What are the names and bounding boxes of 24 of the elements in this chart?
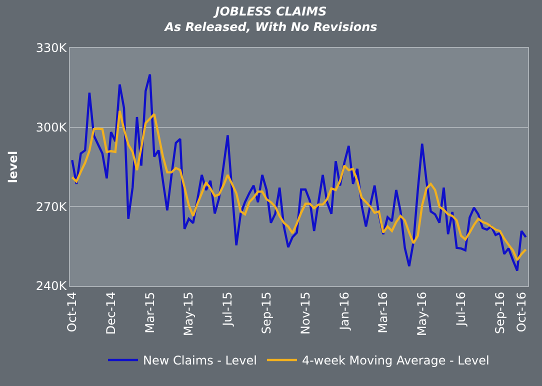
x-tick-label: Mar-16 xyxy=(376,292,390,334)
x-tick-label: Jul-16 xyxy=(454,292,468,327)
x-tick-label: Sep-16 xyxy=(492,292,507,334)
chart-title: JOBLESS CLAIMS xyxy=(213,4,327,18)
x-tick-label: May-15 xyxy=(182,292,196,336)
x-tick-label: Nov-15 xyxy=(298,292,312,335)
y-tick-label: 300K xyxy=(36,120,68,135)
y-axis-title: level xyxy=(6,150,20,184)
x-tick-label: Jul-15 xyxy=(220,292,235,327)
x-tick-label: Oct-16 xyxy=(514,292,528,332)
y-tick-label: 330K xyxy=(36,41,68,56)
x-tick-label: Oct-14 xyxy=(65,292,80,332)
legend-label: New Claims - Level xyxy=(143,354,257,368)
y-tick-label: 270K xyxy=(36,200,68,214)
chart-subtitle: As Released, With No Revisions xyxy=(164,20,378,34)
line-series xyxy=(71,110,527,262)
x-tick-label: Dec-14 xyxy=(104,292,118,335)
line-series xyxy=(71,73,527,272)
x-tick-label: Sep-15 xyxy=(259,292,274,334)
y-tick-label: 240K xyxy=(36,279,68,294)
x-tick-label: May-16 xyxy=(415,292,430,336)
x-tick-label: Mar-15 xyxy=(142,292,157,334)
legend-label: 4-week Moving Average - Level xyxy=(302,354,490,368)
x-tick-label: Jan-16 xyxy=(337,292,352,331)
